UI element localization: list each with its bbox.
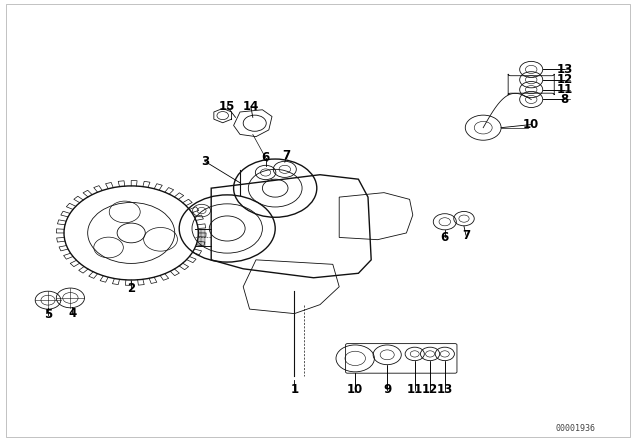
- Text: 10: 10: [347, 383, 364, 396]
- Text: 11: 11: [556, 83, 573, 96]
- Text: 11: 11: [406, 383, 423, 396]
- Text: 12: 12: [556, 73, 573, 86]
- Text: 2: 2: [127, 282, 135, 296]
- Text: 9: 9: [383, 383, 391, 396]
- Text: 4: 4: [68, 307, 76, 320]
- Text: 7: 7: [462, 228, 470, 242]
- Text: 13: 13: [556, 63, 573, 76]
- Text: 00001936: 00001936: [555, 423, 595, 432]
- Text: 14: 14: [243, 100, 259, 113]
- Text: 1: 1: [291, 383, 298, 396]
- Text: 7: 7: [283, 149, 291, 163]
- Text: 6: 6: [262, 151, 269, 164]
- Text: 6: 6: [441, 231, 449, 244]
- Text: 13: 13: [436, 383, 453, 396]
- Text: 3: 3: [201, 155, 209, 168]
- Text: 8: 8: [561, 93, 568, 106]
- Text: 15: 15: [219, 100, 236, 113]
- Text: 5: 5: [44, 308, 52, 322]
- Text: 10: 10: [523, 118, 540, 131]
- Text: 12: 12: [422, 383, 438, 396]
